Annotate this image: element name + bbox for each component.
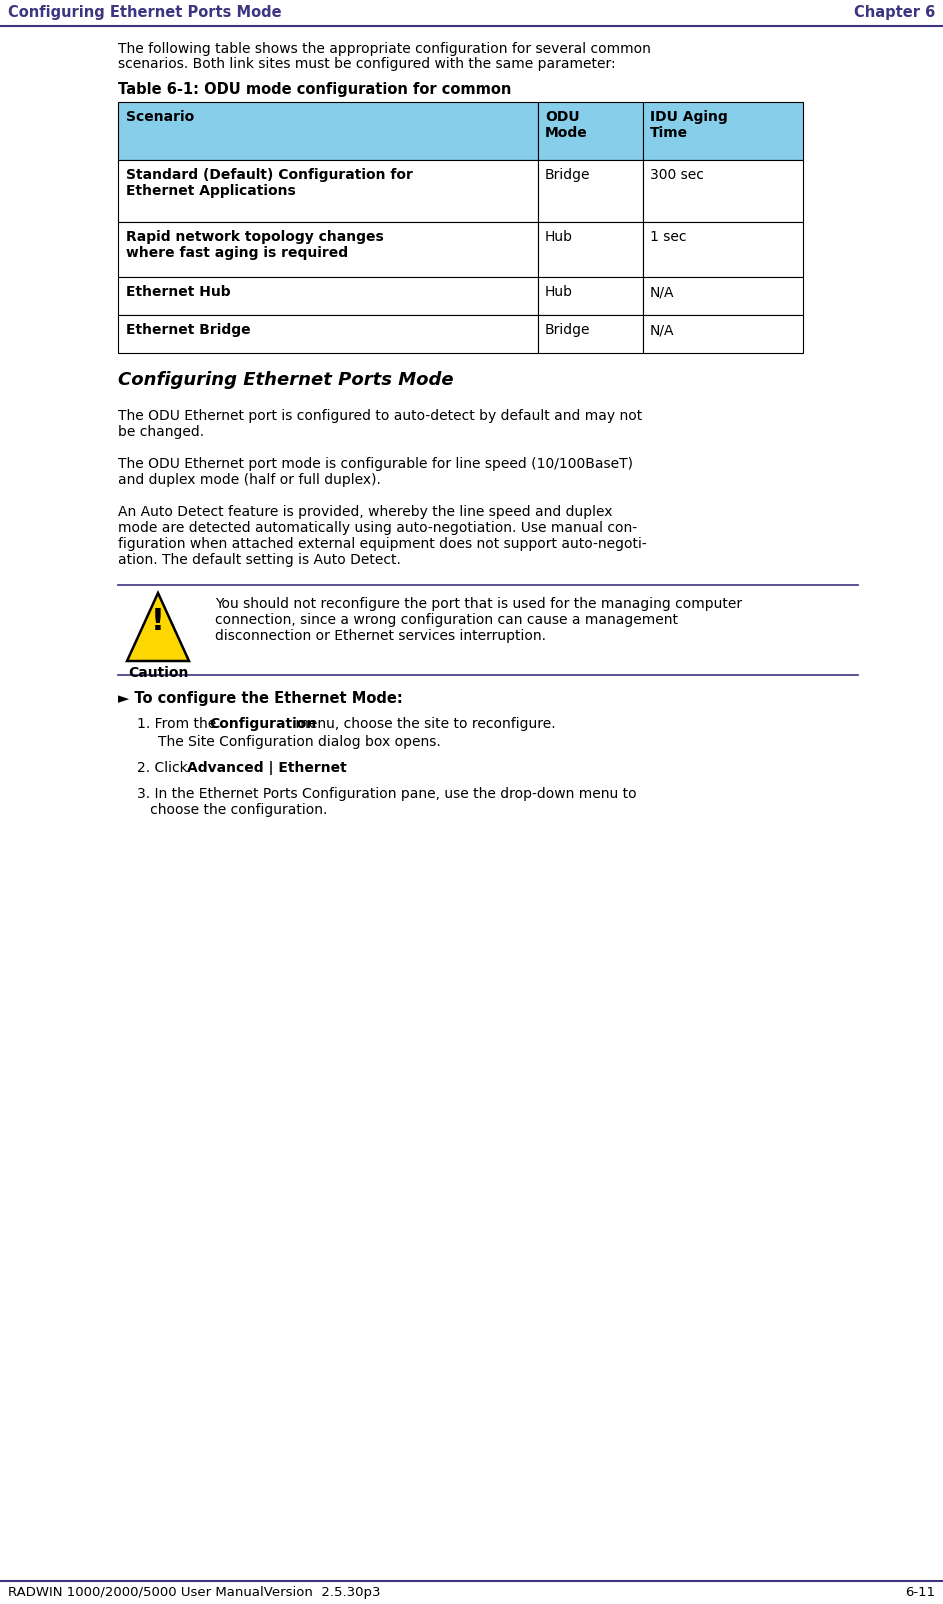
Text: Ethernet Hub: Ethernet Hub — [126, 286, 231, 298]
Text: Hub: Hub — [545, 286, 573, 298]
Text: Chapter 6: Chapter 6 — [853, 5, 935, 19]
Text: Configuring Ethernet Ports Mode: Configuring Ethernet Ports Mode — [118, 371, 454, 390]
Bar — [118, 314, 538, 353]
Text: disconnection or Ethernet services interruption.: disconnection or Ethernet services inter… — [215, 629, 546, 643]
Bar — [643, 221, 803, 277]
Text: connection, since a wrong configuration can cause a management: connection, since a wrong configuration … — [215, 613, 678, 627]
Text: An Auto Detect feature is provided, whereby the line speed and duplex: An Auto Detect feature is provided, wher… — [118, 505, 613, 520]
Text: Ethernet Bridge: Ethernet Bridge — [126, 322, 251, 337]
Text: Table 6-1: ODU mode configuration for common: Table 6-1: ODU mode configuration for co… — [118, 82, 511, 96]
Text: N/A: N/A — [650, 322, 674, 337]
Text: Scenario: Scenario — [126, 111, 194, 124]
Text: 6-11: 6-11 — [905, 1586, 935, 1599]
Text: ation. The default setting is Auto Detect.: ation. The default setting is Auto Detec… — [118, 553, 401, 566]
Bar — [118, 160, 538, 221]
Polygon shape — [127, 593, 189, 661]
Text: Advanced | Ethernet: Advanced | Ethernet — [187, 760, 347, 775]
Text: Bridge: Bridge — [545, 168, 590, 181]
Bar — [643, 160, 803, 221]
Text: be changed.: be changed. — [118, 425, 204, 439]
Text: 1 sec: 1 sec — [650, 229, 687, 244]
Bar — [118, 277, 538, 314]
Text: scenarios. Both link sites must be configured with the same parameter:: scenarios. Both link sites must be confi… — [118, 58, 616, 71]
Text: 300 sec: 300 sec — [650, 168, 703, 181]
Text: 3. In the Ethernet Ports Configuration pane, use the drop-down menu to: 3. In the Ethernet Ports Configuration p… — [137, 788, 637, 800]
Bar — [538, 160, 643, 221]
Text: Caution: Caution — [128, 666, 189, 680]
Bar — [538, 103, 643, 160]
Text: choose the configuration.: choose the configuration. — [137, 804, 327, 816]
Text: menu, choose the site to reconfigure.: menu, choose the site to reconfigure. — [291, 717, 555, 731]
Text: Configuring Ethernet Ports Mode: Configuring Ethernet Ports Mode — [8, 5, 282, 19]
Text: 1. From the: 1. From the — [137, 717, 221, 731]
Bar — [643, 314, 803, 353]
Text: The Site Configuration dialog box opens.: The Site Configuration dialog box opens. — [158, 735, 440, 749]
Text: ► To configure the Ethernet Mode:: ► To configure the Ethernet Mode: — [118, 691, 403, 706]
Text: Bridge: Bridge — [545, 322, 590, 337]
Text: N/A: N/A — [650, 286, 674, 298]
Text: figuration when attached external equipment does not support auto-negoti-: figuration when attached external equipm… — [118, 537, 647, 552]
Bar — [118, 221, 538, 277]
Text: The ODU Ethernet port mode is configurable for line speed (10/100BaseT): The ODU Ethernet port mode is configurab… — [118, 457, 633, 472]
Text: The following table shows the appropriate configuration for several common: The following table shows the appropriat… — [118, 42, 651, 56]
Text: and duplex mode (half or full duplex).: and duplex mode (half or full duplex). — [118, 473, 381, 488]
Text: Configuration: Configuration — [209, 717, 316, 731]
Bar — [643, 103, 803, 160]
Bar — [538, 221, 643, 277]
Text: Hub: Hub — [545, 229, 573, 244]
Text: Rapid network topology changes
where fast aging is required: Rapid network topology changes where fas… — [126, 229, 384, 260]
Text: ODU
Mode: ODU Mode — [545, 111, 587, 140]
Text: mode are detected automatically using auto-negotiation. Use manual con-: mode are detected automatically using au… — [118, 521, 637, 536]
Text: RADWIN 1000/2000/5000 User ManualVersion  2.5.30p3: RADWIN 1000/2000/5000 User ManualVersion… — [8, 1586, 380, 1599]
Text: Standard (Default) Configuration for
Ethernet Applications: Standard (Default) Configuration for Eth… — [126, 168, 413, 199]
Text: .: . — [305, 760, 309, 775]
Bar — [118, 103, 538, 160]
Bar — [643, 277, 803, 314]
Text: IDU Aging
Time: IDU Aging Time — [650, 111, 728, 140]
Text: !: ! — [151, 606, 165, 637]
Bar — [538, 277, 643, 314]
Text: 2. Click: 2. Click — [137, 760, 192, 775]
Bar — [538, 314, 643, 353]
Text: You should not reconfigure the port that is used for the managing computer: You should not reconfigure the port that… — [215, 597, 742, 611]
Text: The ODU Ethernet port is configured to auto-detect by default and may not: The ODU Ethernet port is configured to a… — [118, 409, 642, 423]
